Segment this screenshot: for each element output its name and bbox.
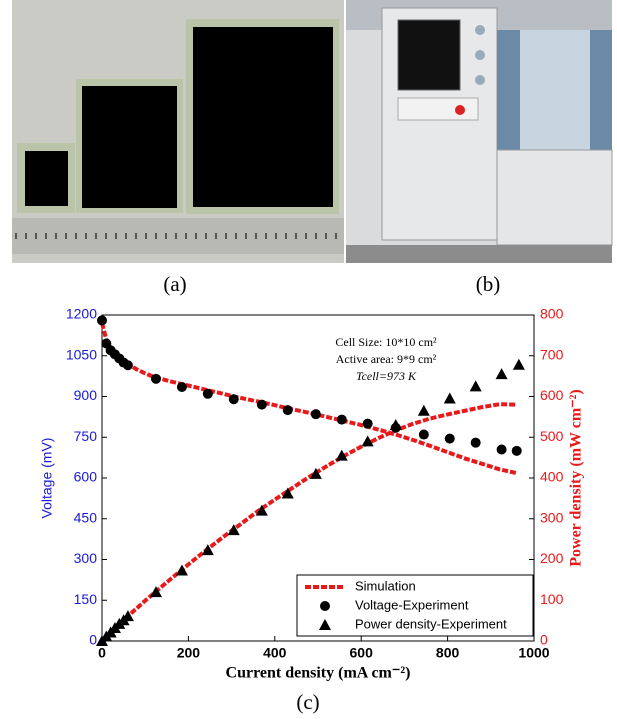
legend-swatch bbox=[320, 601, 330, 611]
point bbox=[256, 399, 267, 410]
annotation: Cell Size: 10*10 cm² bbox=[335, 335, 437, 349]
panel-caption: (a) bbox=[163, 272, 186, 296]
legend-label: Voltage-Experiment bbox=[355, 597, 469, 612]
x-tick-label: 800 bbox=[436, 645, 460, 661]
point bbox=[228, 394, 239, 405]
point bbox=[282, 405, 293, 416]
x-tick-label: 0 bbox=[98, 645, 106, 661]
y2-tick-label: 400 bbox=[540, 469, 564, 485]
y-tick-label: 750 bbox=[74, 428, 98, 444]
y2-tick-label: 700 bbox=[540, 346, 564, 362]
point bbox=[151, 373, 161, 384]
point bbox=[443, 392, 456, 404]
point bbox=[150, 586, 162, 598]
point bbox=[281, 487, 294, 499]
annotation: Tcell=973 K bbox=[356, 369, 417, 383]
y-tick-label: 0 bbox=[89, 632, 97, 648]
point bbox=[469, 380, 482, 392]
legend-box bbox=[296, 574, 534, 637]
point bbox=[175, 564, 188, 576]
y-tick-label: 450 bbox=[74, 509, 98, 525]
point bbox=[202, 388, 213, 399]
point bbox=[310, 409, 321, 420]
point bbox=[417, 404, 430, 416]
point bbox=[227, 524, 240, 536]
y2-tick-label: 200 bbox=[540, 550, 564, 566]
legend-label: Power density-Experiment bbox=[355, 616, 507, 631]
x-tick-label: 200 bbox=[177, 645, 201, 661]
y2-tick-label: 300 bbox=[540, 509, 564, 525]
point bbox=[176, 381, 187, 392]
photo-b bbox=[346, 0, 613, 263]
point bbox=[512, 358, 525, 370]
y-tick-label: 1050 bbox=[66, 346, 97, 362]
point bbox=[470, 437, 481, 448]
panel-caption: (b) bbox=[476, 272, 501, 296]
point bbox=[201, 544, 214, 556]
y2-tick-label: 0 bbox=[540, 632, 548, 648]
point bbox=[444, 433, 455, 444]
photo-a bbox=[12, 0, 344, 263]
point bbox=[496, 444, 507, 455]
point bbox=[335, 449, 348, 461]
y-tick-label: 1200 bbox=[66, 306, 97, 322]
legend-swatch bbox=[319, 619, 331, 630]
point bbox=[511, 445, 522, 456]
point bbox=[362, 418, 373, 429]
point bbox=[121, 610, 134, 622]
y-tick-label: 900 bbox=[74, 387, 98, 403]
point bbox=[97, 315, 107, 326]
point bbox=[309, 467, 322, 479]
point bbox=[336, 414, 347, 425]
y-tick-label: 300 bbox=[74, 550, 98, 566]
panel-caption: (c) bbox=[296, 690, 319, 714]
x-tick-label: 400 bbox=[263, 645, 287, 661]
y-axis-label: Voltage (mV) bbox=[39, 438, 55, 519]
point bbox=[122, 360, 133, 371]
y-tick-label: 600 bbox=[74, 469, 98, 485]
x-tick-label: 1000 bbox=[518, 645, 549, 661]
y2-tick-label: 600 bbox=[540, 387, 564, 403]
y2-tick-label: 500 bbox=[540, 428, 564, 444]
x-axis-label: Current density (mA cm⁻²) bbox=[226, 665, 411, 682]
x-tick-label: 600 bbox=[350, 645, 374, 661]
y2-tick-label: 800 bbox=[540, 306, 564, 322]
point bbox=[495, 368, 508, 380]
y2-axis-label: Power density (mW cm⁻²) bbox=[568, 389, 585, 567]
legend-label: Simulation bbox=[355, 578, 416, 593]
line-series bbox=[100, 402, 517, 643]
y-tick-label: 150 bbox=[74, 591, 98, 607]
annotation: Active area: 9*9 cm² bbox=[336, 352, 437, 366]
point bbox=[255, 504, 268, 516]
point bbox=[418, 429, 429, 440]
y2-tick-label: 100 bbox=[540, 591, 564, 607]
point bbox=[361, 435, 374, 447]
line-series bbox=[100, 322, 518, 476]
point bbox=[389, 419, 402, 431]
